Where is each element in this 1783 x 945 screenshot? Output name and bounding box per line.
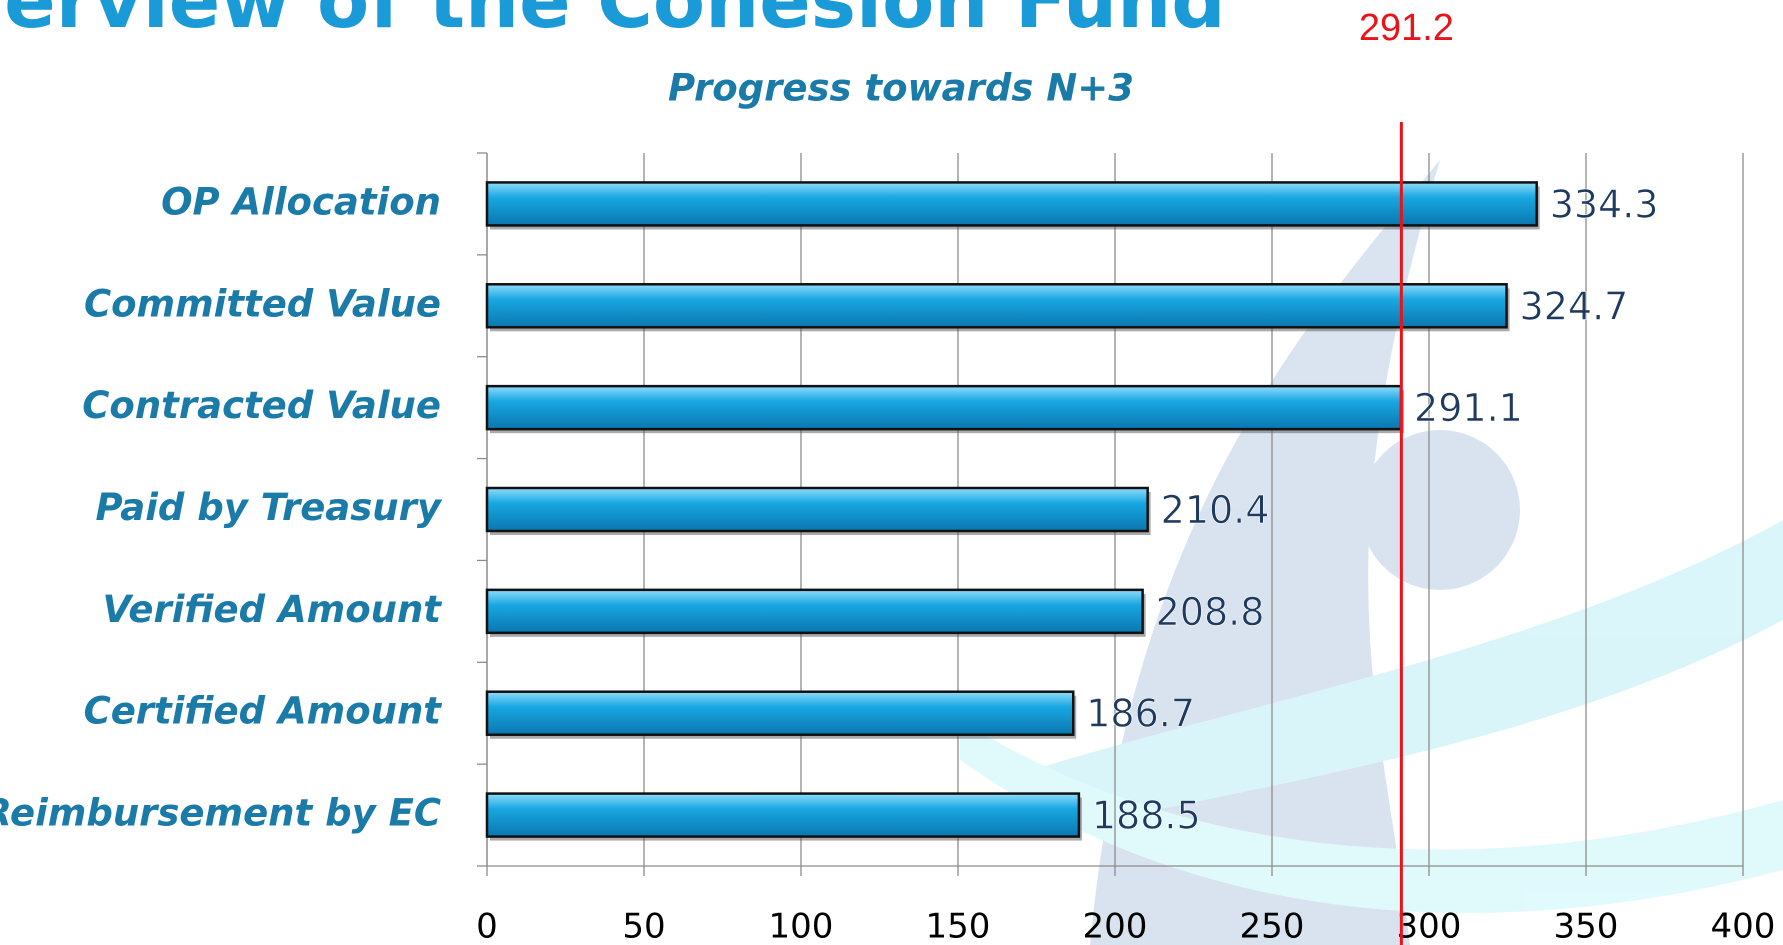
x-tick-label: 400 <box>1711 907 1776 945</box>
bar <box>487 692 1073 735</box>
reference-label: 291.2 <box>1359 7 1454 49</box>
y-tick-label: Verified Amount <box>102 588 442 631</box>
value-label: 186.7 <box>1086 692 1195 736</box>
y-tick-label: Reimbursement by EC <box>0 792 441 835</box>
value-label: 334.3 <box>1550 182 1659 226</box>
x-tick-label: 0 <box>476 907 498 945</box>
bar <box>487 182 1537 225</box>
value-label: 208.8 <box>1156 590 1265 634</box>
bar <box>487 488 1148 531</box>
bar <box>487 794 1079 837</box>
y-tick-label: Committed Value <box>84 282 441 325</box>
y-tick-label: Contracted Value <box>82 384 441 427</box>
x-tick-label: 250 <box>1240 907 1305 945</box>
page-title: Overview of the Cohesion Fund <box>0 0 1226 45</box>
x-tick-label: 350 <box>1554 907 1619 945</box>
value-label: 188.5 <box>1092 794 1201 838</box>
page: {"chart_data": {"type": "hbar", "title":… <box>0 0 1783 945</box>
value-label: 210.4 <box>1161 488 1270 532</box>
watermark <box>960 160 1783 945</box>
value-label: 291.1 <box>1414 386 1523 430</box>
x-tick-label: 50 <box>622 907 665 945</box>
bar <box>487 386 1401 429</box>
y-tick-label: Paid by Treasury <box>96 486 443 529</box>
x-tick-label: 100 <box>769 907 834 945</box>
x-tick-label: 200 <box>1083 907 1148 945</box>
y-tick-label: Certified Amount <box>84 690 443 733</box>
chart-subtitle: Progress towards N+3 <box>668 67 1134 110</box>
y-tick-label: OP Allocation <box>161 180 441 223</box>
bar <box>487 284 1507 327</box>
bar <box>487 590 1143 633</box>
x-tick-label: 300 <box>1397 907 1462 945</box>
value-label: 324.7 <box>1520 284 1629 328</box>
chart: Overview of the Cohesion Fund Progress t… <box>0 0 1783 945</box>
x-tick-label: 150 <box>926 907 991 945</box>
